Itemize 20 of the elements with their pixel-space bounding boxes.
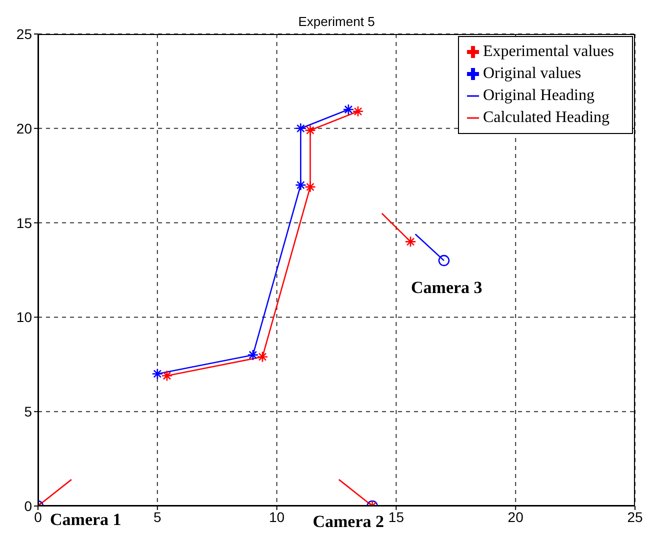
x-tick-label: 15	[388, 508, 404, 525]
y-tick-label: 20	[16, 120, 32, 136]
x-tick-label: 25	[627, 508, 643, 525]
text: Camera 2	[312, 512, 384, 532]
legend-label: Calculated Heading	[482, 109, 610, 126]
x-tick-label: 10	[269, 508, 285, 525]
y-tick-label: 0	[24, 498, 32, 514]
legend-label: Original values	[482, 65, 582, 82]
x-tick-label: 20	[508, 508, 524, 525]
x-tick-label: 0	[34, 508, 42, 525]
legend-label: Original Heading	[482, 87, 594, 104]
x-tick-label: 5	[154, 508, 162, 525]
y-tick-label: 10	[16, 309, 32, 326]
y-tick-label: 5	[24, 404, 32, 420]
legend-label: Experimental values	[482, 43, 614, 60]
y-tick-label: 25	[16, 26, 32, 42]
text: Camera 1	[50, 510, 122, 530]
annotation: Camera 3	[411, 278, 482, 298]
y-tick-label: 15	[16, 214, 32, 231]
chart-title: Experiment 5	[297, 14, 376, 29]
